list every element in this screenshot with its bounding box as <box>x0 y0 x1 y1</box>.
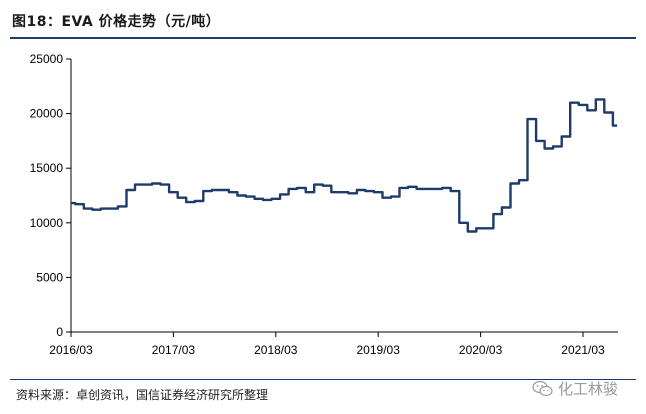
chart-title: 图18：EVA 价格走势（元/吨） <box>12 14 221 30</box>
watermark: 化工林骏 <box>532 378 618 399</box>
y-tick-label: 0 <box>56 325 63 339</box>
x-tick-label: 2020/03 <box>459 343 503 357</box>
y-tick-label: 25000 <box>30 52 64 66</box>
y-tick-label: 10000 <box>30 216 64 230</box>
y-tick-label: 20000 <box>30 107 64 121</box>
y-tick-label: 15000 <box>30 161 64 175</box>
bottom-divider <box>10 379 636 380</box>
x-tick-label: 2021/03 <box>561 343 605 357</box>
y-tick-label: 5000 <box>36 270 63 284</box>
price-line <box>71 98 618 233</box>
top-divider <box>10 37 636 39</box>
x-tick-label: 2017/03 <box>152 343 196 357</box>
watermark-text: 化工林骏 <box>558 380 619 398</box>
source-note: 资料来源：卓创资讯，国信证券经济研究所整理 <box>16 388 269 402</box>
wechat-icon <box>532 380 553 396</box>
x-tick-label: 2019/03 <box>357 343 401 357</box>
x-tick-label: 2018/03 <box>254 343 298 357</box>
x-tick-label: 2016/03 <box>49 343 93 357</box>
eva-price-chart: 0 5000 10000 15000 20000 25000 2016/03 2017/03 2… <box>30 52 618 357</box>
